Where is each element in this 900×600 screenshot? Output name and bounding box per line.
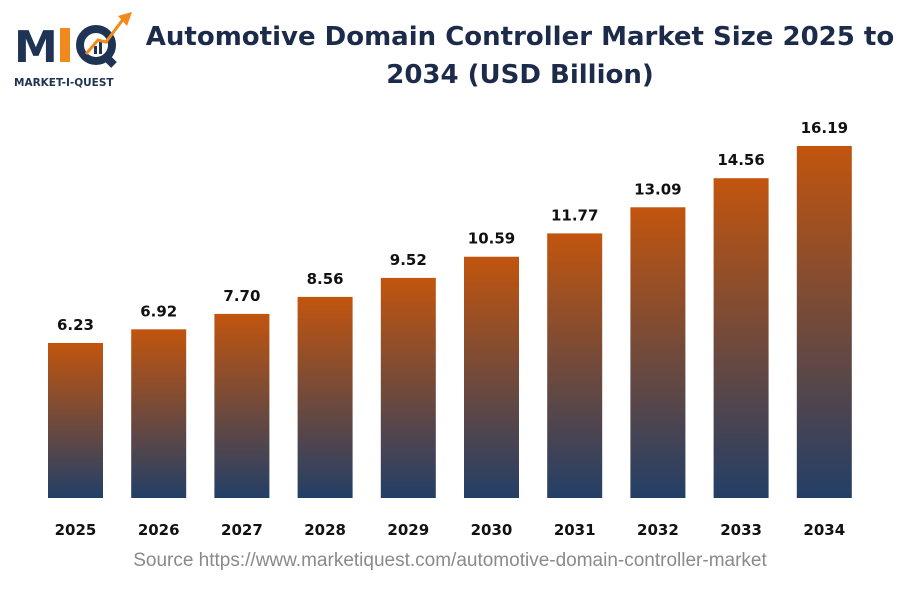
bar-2025 <box>48 342 103 498</box>
value-label: 16.19 <box>801 119 848 137</box>
bar-2030 <box>464 256 519 498</box>
x-tick-label: 2027 <box>221 521 263 539</box>
chart-title: Automotive Domain Controller Market Size… <box>145 22 895 90</box>
bar-2026 <box>131 329 187 498</box>
value-label: 9.52 <box>390 251 427 269</box>
value-label: 8.56 <box>307 270 344 288</box>
bar-2027 <box>214 313 270 498</box>
value-label: 6.92 <box>140 302 177 320</box>
x-tick-label: 2031 <box>554 521 596 539</box>
bar-2033 <box>713 178 769 499</box>
market-i-quest-logo: M MARKET-I-QUEST <box>14 12 132 89</box>
x-tick-label: 2029 <box>387 521 429 539</box>
svg-text:M: M <box>14 22 58 73</box>
bar-2031 <box>547 233 603 498</box>
bar-2028 <box>297 296 353 498</box>
svg-text:MARKET-I-QUEST: MARKET-I-QUEST <box>14 77 114 89</box>
x-tick-label: 2026 <box>138 521 180 539</box>
x-tick-label: 2030 <box>471 521 513 539</box>
value-label: 13.09 <box>634 180 681 198</box>
x-tick-label: 2032 <box>637 521 679 539</box>
value-label: 10.59 <box>468 230 515 248</box>
x-tick-label: 2028 <box>304 521 346 539</box>
bar-2034 <box>796 145 852 499</box>
source-caption: Source https://www.marketiquest.com/auto… <box>133 550 767 571</box>
value-label: 7.70 <box>223 287 260 305</box>
bar-2032 <box>630 207 686 499</box>
x-tick-label: 2034 <box>803 521 845 539</box>
value-label: 6.23 <box>57 316 94 334</box>
value-label: 14.56 <box>717 151 764 169</box>
bar-2029 <box>380 277 436 498</box>
value-label: 11.77 <box>551 206 598 224</box>
x-tick-label: 2025 <box>55 521 97 539</box>
x-tick-label: 2033 <box>720 521 762 539</box>
